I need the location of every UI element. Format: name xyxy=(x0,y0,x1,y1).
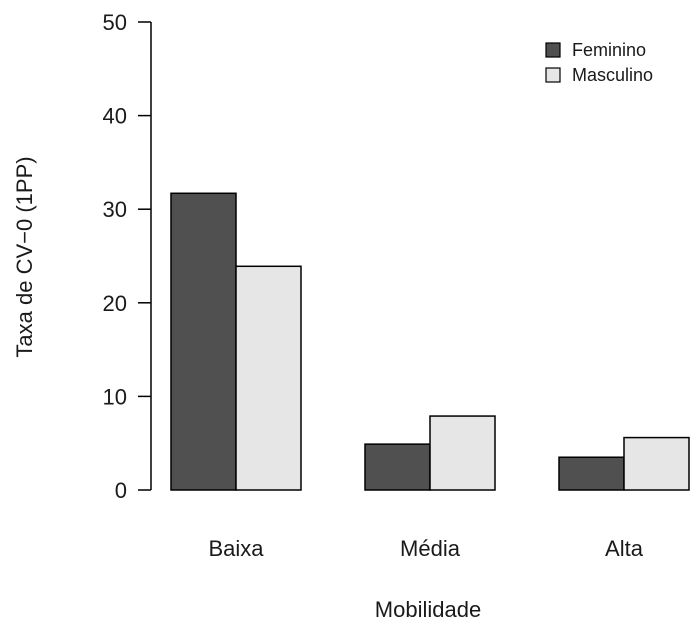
x-axis-title: Mobilidade xyxy=(375,597,481,622)
bar-feminino-média xyxy=(364,443,431,491)
y-tick-label: 20 xyxy=(103,291,127,316)
legend: Feminino Masculino xyxy=(545,40,653,85)
legend-swatch-feminino xyxy=(545,42,561,58)
bar-masculino-alta xyxy=(623,436,690,491)
y-ticks: 0 10 20 30 40 50 xyxy=(103,10,151,503)
y-tick-label: 0 xyxy=(115,478,127,503)
y-tick-label: 50 xyxy=(103,10,127,35)
bar-feminino-alta xyxy=(558,456,625,491)
x-tick-label: Baixa xyxy=(208,536,264,561)
category-labels: Baixa Média Alta xyxy=(208,536,643,561)
bar-feminino-baixa xyxy=(170,192,237,491)
x-tick-label: Média xyxy=(400,536,461,561)
y-tick-label: 10 xyxy=(103,384,127,409)
legend-label-feminino: Feminino xyxy=(572,40,646,60)
cropped-title-fragment xyxy=(0,0,699,4)
bars xyxy=(170,192,690,491)
legend-swatch-masculino xyxy=(545,67,561,83)
bar-masculino-baixa xyxy=(235,265,302,491)
y-axis: 0 10 20 30 40 50 xyxy=(103,10,152,503)
legend-label-masculino: Masculino xyxy=(572,65,653,85)
y-axis-title: Taxa de CV−0 (1PP) xyxy=(12,156,37,357)
y-tick-label: 40 xyxy=(103,104,127,129)
y-tick-label: 30 xyxy=(103,197,127,222)
bar-masculino-média xyxy=(429,415,496,491)
x-tick-label: Alta xyxy=(605,536,644,561)
